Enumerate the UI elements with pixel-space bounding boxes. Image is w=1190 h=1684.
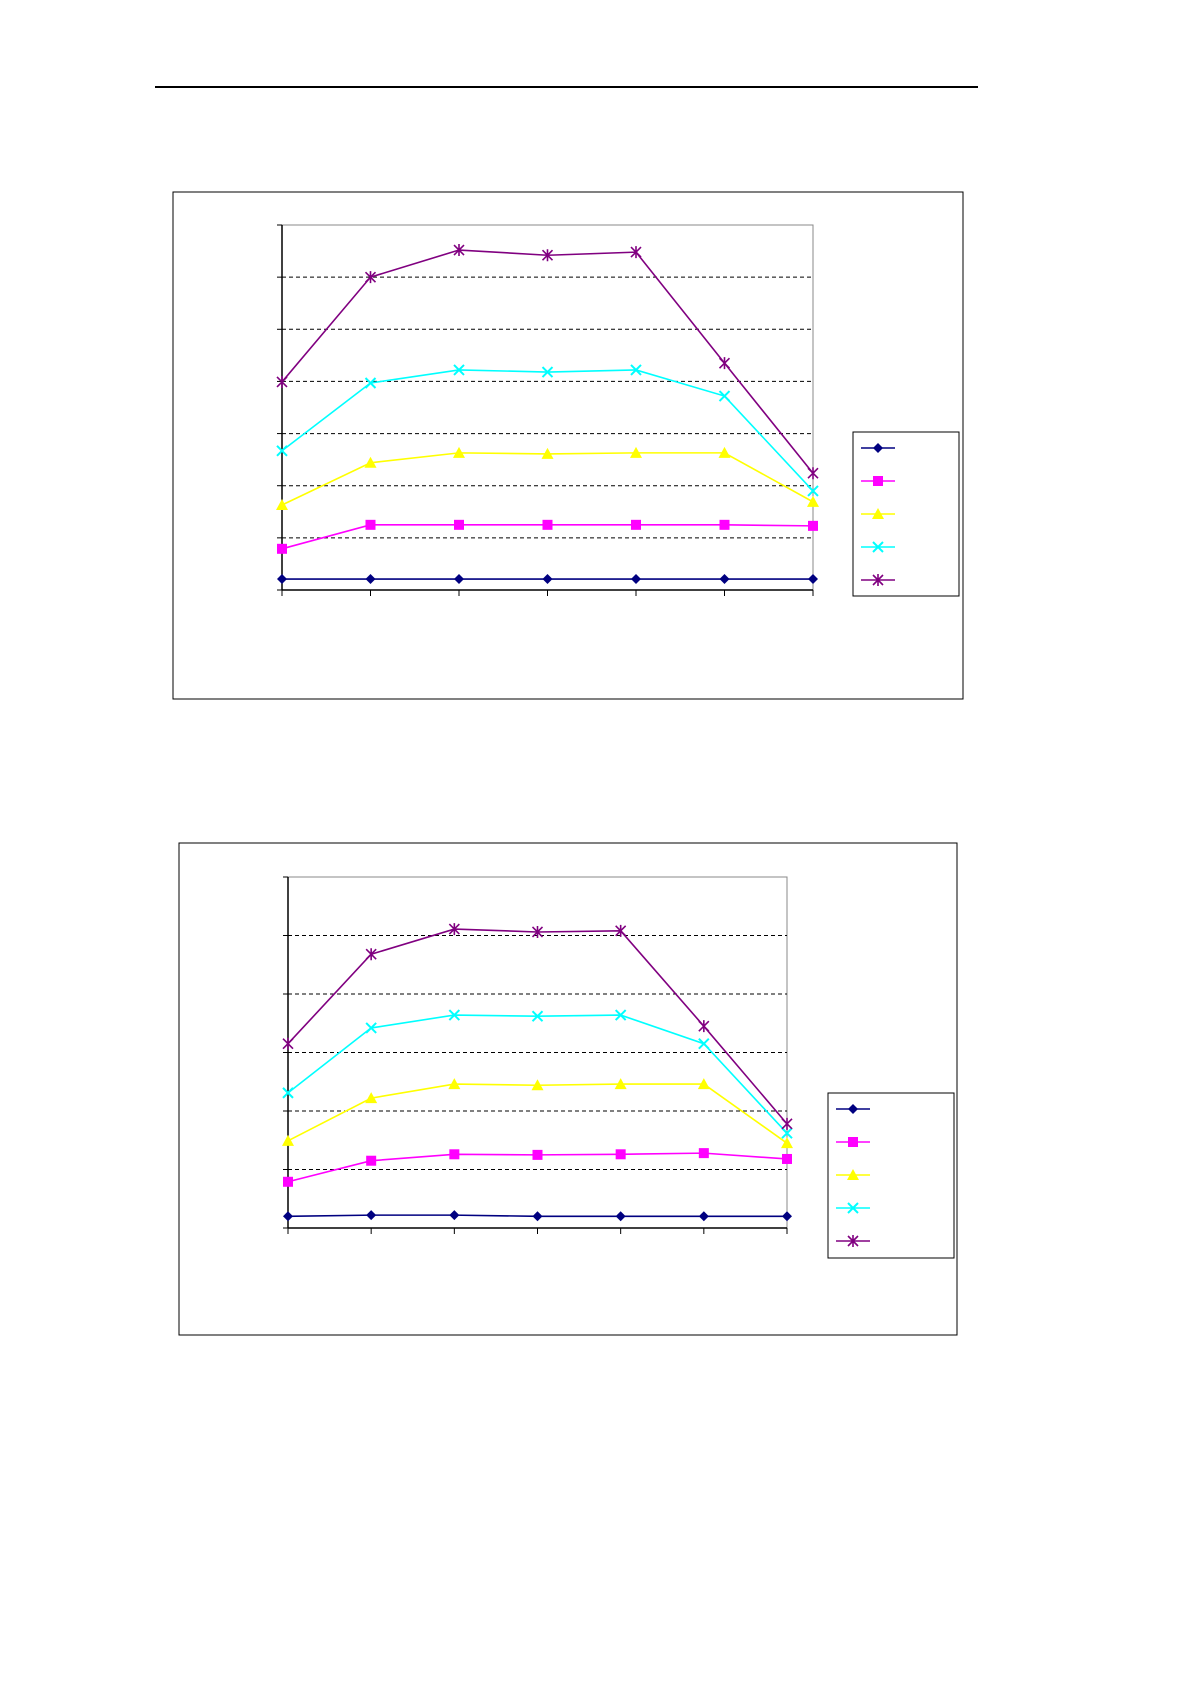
marker (453, 446, 465, 458)
marker (698, 1148, 709, 1159)
marker (614, 1009, 627, 1021)
marker (807, 495, 819, 507)
marker (719, 574, 730, 585)
marker (531, 1010, 544, 1022)
marker (718, 357, 731, 370)
marker (781, 1137, 793, 1149)
marker (631, 574, 641, 585)
marker (718, 446, 731, 458)
marker (782, 1153, 792, 1164)
marker (282, 1134, 294, 1146)
legend-marker (847, 1235, 859, 1247)
chart-frame (172, 191, 964, 700)
marker (614, 1078, 627, 1090)
marker (807, 467, 819, 480)
legend (827, 1092, 955, 1259)
marker (781, 1117, 793, 1130)
legend-marker (873, 476, 883, 486)
marker (781, 1127, 793, 1139)
marker (282, 1037, 294, 1050)
marker (631, 519, 641, 530)
marker (531, 1079, 544, 1091)
marker (808, 520, 818, 531)
marker (782, 1211, 792, 1222)
marker (283, 1176, 293, 1187)
series-line (281, 249, 814, 474)
marker (449, 1149, 460, 1160)
marker (542, 519, 553, 530)
marker (541, 366, 554, 378)
marker (365, 1022, 377, 1034)
marker (697, 1078, 710, 1090)
legend-marker (847, 1202, 859, 1214)
legend-marker (872, 574, 884, 586)
plot-border (281, 224, 814, 591)
marker (698, 1038, 710, 1050)
marker (808, 574, 818, 585)
marker (449, 1210, 460, 1221)
marker (365, 1092, 378, 1104)
marker (366, 1155, 377, 1166)
legend-marker (848, 1137, 858, 1147)
marker (276, 445, 288, 457)
legend-marker (873, 443, 883, 453)
series-line (287, 928, 788, 1125)
marker (364, 271, 377, 284)
marker (615, 924, 627, 937)
marker (630, 446, 642, 458)
marker (807, 485, 819, 497)
marker (541, 447, 554, 459)
marker (277, 543, 287, 554)
marker (365, 948, 377, 961)
marker (448, 1009, 461, 1021)
marker (719, 519, 730, 530)
marker (630, 364, 642, 376)
marker (454, 574, 464, 585)
marker (276, 375, 288, 388)
marker (364, 377, 377, 389)
marker (448, 923, 460, 936)
series-line (281, 369, 814, 492)
marker (542, 574, 553, 585)
marker (448, 1078, 461, 1090)
series-line (287, 1014, 788, 1134)
marker (630, 246, 642, 259)
marker (541, 249, 554, 262)
marker (532, 1149, 543, 1160)
marker (453, 244, 465, 257)
legend-marker (847, 1169, 859, 1180)
marker (615, 1211, 626, 1222)
legend-marker (848, 1104, 858, 1114)
marker (364, 456, 377, 468)
legend-marker (872, 541, 884, 553)
marker (366, 1210, 377, 1221)
marker (532, 1211, 543, 1222)
marker (718, 390, 731, 402)
legend-marker (872, 508, 884, 519)
marker (276, 499, 288, 511)
series-line (287, 1083, 788, 1144)
marker (365, 574, 376, 585)
marker (698, 1211, 709, 1222)
marker (615, 1149, 626, 1160)
marker (283, 1211, 293, 1222)
series-line (281, 452, 814, 506)
marker (282, 1087, 294, 1099)
marker (365, 519, 376, 530)
marker (277, 574, 287, 585)
marker (531, 925, 544, 938)
marker (698, 1020, 710, 1033)
marker (454, 519, 464, 530)
chart-frame (178, 842, 958, 1336)
marker (453, 364, 465, 376)
